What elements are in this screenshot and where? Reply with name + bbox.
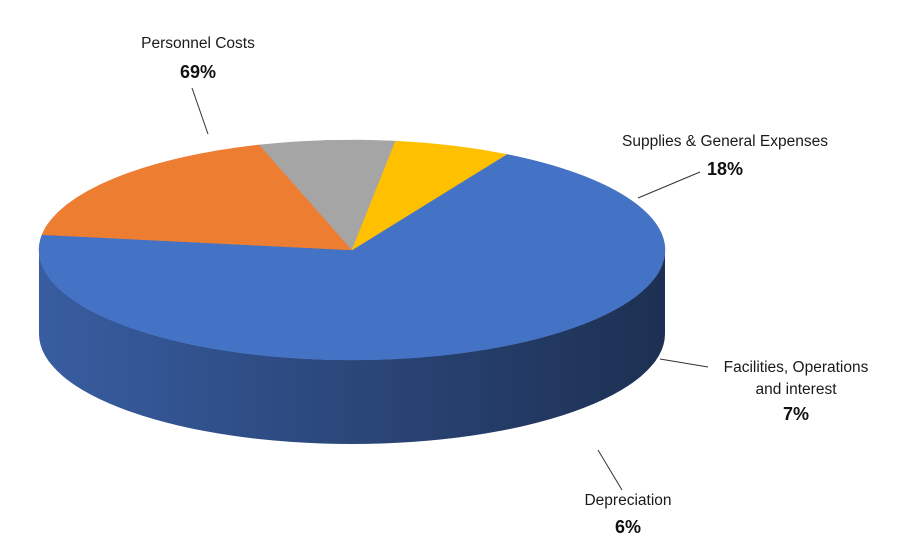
pie-slice-facilities-operations-and-interest xyxy=(258,139,396,251)
leader-line-supplies-general-expenses xyxy=(637,171,701,199)
leader-line-facilities-operations-and-interest xyxy=(659,358,709,368)
pie-slice-supplies-general-expenses xyxy=(41,144,353,251)
slice-value-depreciation: 6% xyxy=(615,517,641,537)
pie-tops xyxy=(38,139,666,361)
slice-value-supplies-general-expenses: 18% xyxy=(707,159,743,179)
slice-value-facilities-operations-and-interest: 7% xyxy=(783,404,809,424)
slice-label-supplies-general-expenses: Supplies & General Expenses xyxy=(622,133,828,150)
slice-label-personnel-costs: Personnel Costs xyxy=(141,35,255,52)
leader-line-depreciation xyxy=(597,449,623,491)
pie-sides xyxy=(39,250,665,444)
slice-label-facilities-operations-and-interest-line-1: Facilities, Operations xyxy=(724,359,869,376)
pie-slice-depreciation xyxy=(351,140,508,251)
slice-label-facilities-operations-and-interest-line-2: and interest xyxy=(756,381,838,398)
pie-side-personnel-costs xyxy=(39,250,665,444)
pie-labels: Personnel Costs 69% Supplies & General Exp… xyxy=(141,35,868,537)
slice-value-personnel-costs: 69% xyxy=(180,62,216,82)
leader-line-personnel-costs xyxy=(191,87,209,135)
slice-label-depreciation: Depreciation xyxy=(584,492,671,509)
pie-slice-personnel-costs xyxy=(38,154,666,361)
